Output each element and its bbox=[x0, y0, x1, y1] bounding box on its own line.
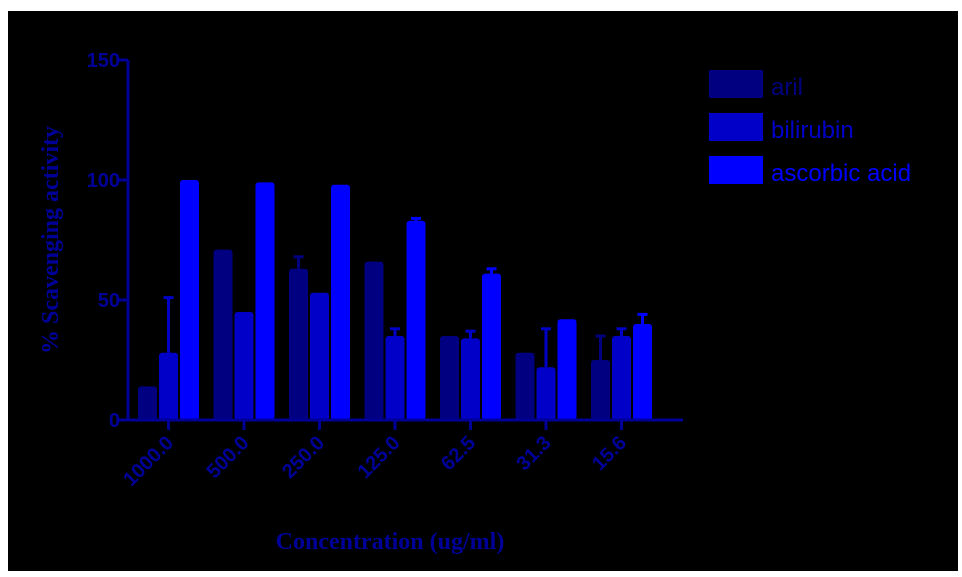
x-tick-label-500.0: 500.0 bbox=[203, 432, 254, 483]
bar-bilirubin-15.6 bbox=[612, 336, 631, 420]
bar-ascorbic-acid-31.3 bbox=[557, 319, 577, 420]
legend-label-aril: aril bbox=[771, 74, 803, 101]
axes-layer bbox=[118, 58, 683, 430]
x-axis-title: Concentration (ug/ml) bbox=[276, 529, 505, 555]
x-tick-label-31.3: 31.3 bbox=[512, 432, 555, 475]
bar-aril-125.0 bbox=[364, 261, 384, 420]
bar-aril-62.5 bbox=[440, 336, 459, 420]
bar-bilirubin-62.5 bbox=[461, 338, 480, 420]
bar-ascorbic-acid-250.0 bbox=[331, 184, 350, 420]
bar-aril-1000.0 bbox=[138, 386, 157, 420]
bar-aril-500.0 bbox=[213, 249, 233, 420]
bar-bilirubin-1000.0 bbox=[159, 352, 178, 420]
bar-ascorbic-acid-15.6 bbox=[633, 324, 652, 420]
bar-bilirubin-125.0 bbox=[385, 336, 405, 420]
bar-aril-31.3 bbox=[515, 352, 535, 420]
y-tick-label-50: 50 bbox=[98, 290, 120, 312]
legend: aril bilirubin ascorbic acid bbox=[709, 70, 911, 187]
y-tick-label-150: 150 bbox=[87, 50, 120, 72]
bar-bilirubin-250.0 bbox=[310, 292, 329, 420]
bar-ascorbic-acid-125.0 bbox=[406, 220, 426, 420]
bar-ascorbic-acid-500.0 bbox=[255, 182, 275, 420]
y-axis-title: % Scavenging activity bbox=[38, 126, 64, 354]
bar-aril-250.0 bbox=[289, 268, 308, 420]
bars-layer bbox=[138, 180, 652, 420]
x-tick-label-1000.0: 1000.0 bbox=[119, 432, 178, 491]
bar-bilirubin-500.0 bbox=[234, 312, 254, 420]
bar-bilirubin-31.3 bbox=[536, 367, 556, 420]
legend-label-bilirubin: bilirubin bbox=[771, 117, 854, 144]
legend-swatch-aril bbox=[709, 70, 763, 98]
y-tick-label-0: 0 bbox=[109, 410, 120, 432]
x-tick-label-62.5: 62.5 bbox=[437, 432, 480, 475]
x-tick-label-15.6: 15.6 bbox=[588, 432, 631, 475]
bar-ascorbic-acid-1000.0 bbox=[180, 180, 199, 420]
bar-ascorbic-acid-62.5 bbox=[482, 273, 501, 420]
legend-label-ascorbic-acid: ascorbic acid bbox=[771, 160, 911, 187]
legend-swatch-ascorbic-acid bbox=[709, 156, 763, 184]
x-tick-label-125.0: 125.0 bbox=[354, 432, 405, 483]
x-tick-label-250.0: 250.0 bbox=[278, 432, 329, 483]
legend-swatch-bilirubin bbox=[709, 113, 763, 141]
y-tick-label-100: 100 bbox=[87, 170, 120, 192]
bar-aril-15.6 bbox=[591, 360, 610, 420]
